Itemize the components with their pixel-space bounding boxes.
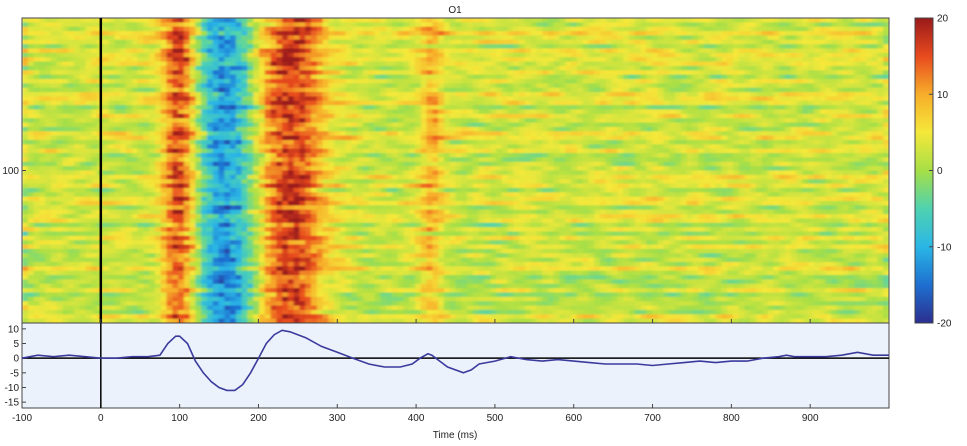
erp-y-tick-label: 0 [13, 354, 19, 365]
heatmap-y-axis: 100 [2, 166, 26, 177]
colorbar-tick-label: -10 [937, 242, 952, 253]
heatmap-title: O1 [448, 5, 462, 16]
x-tick-label: 900 [802, 413, 819, 424]
erp-y-tick-label: -15 [5, 398, 20, 409]
erp-panel: 10 5 0 -5 -10 -15 -100 0 100 200 300 400 500 600 700 8… [5, 319, 890, 441]
colorbar-tick-label: 20 [937, 14, 949, 25]
colorbar-tick-label: 0 [937, 166, 943, 177]
heatmap-panel: 100 [2, 17, 890, 324]
colorbar-ticks: 20 10 0 -10 -20 [929, 14, 952, 330]
erp-y-tick-label: -5 [10, 368, 19, 379]
x-tick-label: 0 [98, 413, 104, 424]
x-tick-label: 400 [408, 413, 425, 424]
x-tick-label: -100 [12, 413, 32, 424]
erp-x-axis: -100 0 100 200 300 400 500 600 700 800 900 [12, 319, 819, 424]
heatmap-y-tick-label: 100 [2, 166, 19, 177]
x-tick-label: 100 [171, 413, 188, 424]
x-axis-label: Time (ms) [433, 430, 478, 441]
x-tick-label: 700 [644, 413, 661, 424]
x-tick-label: 300 [329, 413, 346, 424]
colorbar-tick-label: 10 [937, 90, 949, 101]
x-tick-label: 600 [565, 413, 582, 424]
colorbar-tick-label: -20 [937, 319, 952, 330]
x-tick-label: 500 [487, 413, 504, 424]
colorbar: 20 10 0 -10 -20 [914, 14, 952, 330]
heatmap-cells [22, 18, 889, 323]
erp-series-line [21, 329, 889, 392]
erp-y-tick-label: -10 [5, 383, 20, 394]
erp-frame [21, 322, 890, 409]
x-tick-label: 200 [250, 413, 267, 424]
erp-y-tick-label: 5 [13, 339, 19, 350]
x-tick-label: 800 [723, 413, 740, 424]
erp-y-tick-label: 10 [8, 324, 20, 335]
erp-background [22, 323, 889, 408]
